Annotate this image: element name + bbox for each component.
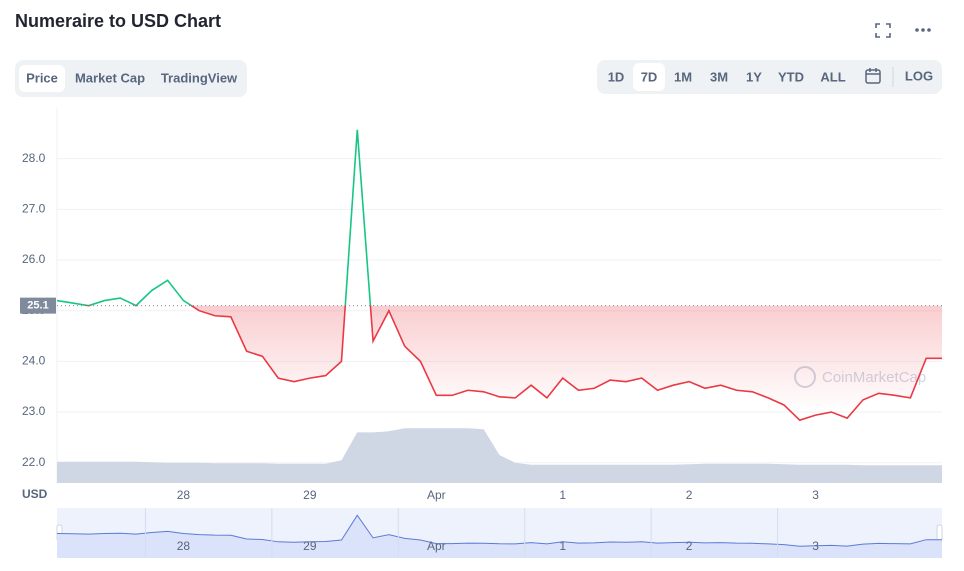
y-tick-label: 23.0 — [22, 404, 46, 418]
navigator-label: Apr — [427, 539, 446, 553]
range-tab[interactable]: 7D — [641, 69, 658, 84]
y-unit: USD — [22, 487, 48, 501]
x-tick-label: 28 — [177, 488, 191, 502]
range-tab[interactable]: 1Y — [746, 69, 762, 84]
y-tick-label: 26.0 — [22, 252, 46, 266]
reference-tag — [20, 297, 56, 314]
fullscreen-icon[interactable] — [875, 23, 891, 38]
navigator-label: 1 — [559, 539, 566, 553]
x-tick-label: Apr — [427, 488, 446, 502]
view-tab[interactable]: Market Cap — [75, 70, 145, 85]
price-line — [56, 129, 942, 422]
range-tab[interactable]: 1D — [608, 69, 625, 84]
more-icon[interactable] — [915, 28, 931, 32]
volume-area — [57, 428, 942, 483]
loss-area — [191, 305, 942, 421]
navigator-label: 3 — [812, 539, 819, 553]
navigator-handle[interactable] — [936, 524, 943, 542]
view-tab[interactable]: Price — [26, 70, 58, 85]
range-tabs — [597, 60, 942, 94]
x-tick-label: 29 — [303, 488, 317, 502]
navigator-label: 28 — [177, 539, 191, 553]
reference-label: 25.1 — [27, 300, 48, 312]
y-tick-label: 28.0 — [22, 151, 46, 165]
y-tick-label: 27.0 — [22, 202, 46, 216]
x-tick-label: 3 — [812, 488, 819, 502]
x-tick-label: 1 — [559, 488, 566, 502]
tab-active — [19, 65, 65, 92]
navigator-area — [57, 515, 942, 558]
y-tick-label: 22.0 — [22, 455, 46, 469]
range-tab[interactable]: ALL — [820, 69, 845, 84]
x-tick-label: 2 — [686, 488, 693, 502]
range-tab[interactable]: YTD — [778, 69, 804, 84]
view-tabs — [15, 60, 247, 97]
y-tick-label: 24.0 — [22, 354, 46, 368]
navigator-label: 29 — [303, 539, 317, 553]
calendar-icon[interactable] — [865, 68, 881, 84]
view-tab[interactable]: TradingView — [161, 70, 238, 85]
range-tab[interactable]: 3M — [710, 69, 728, 84]
range-tab[interactable]: 1M — [674, 69, 692, 84]
range-active — [633, 63, 665, 91]
scale-toggle[interactable]: LOG — [905, 68, 933, 83]
navigator-label: 2 — [686, 539, 693, 553]
chart-title: Numeraire to USD Chart — [15, 11, 221, 31]
navigator-line — [56, 514, 942, 547]
